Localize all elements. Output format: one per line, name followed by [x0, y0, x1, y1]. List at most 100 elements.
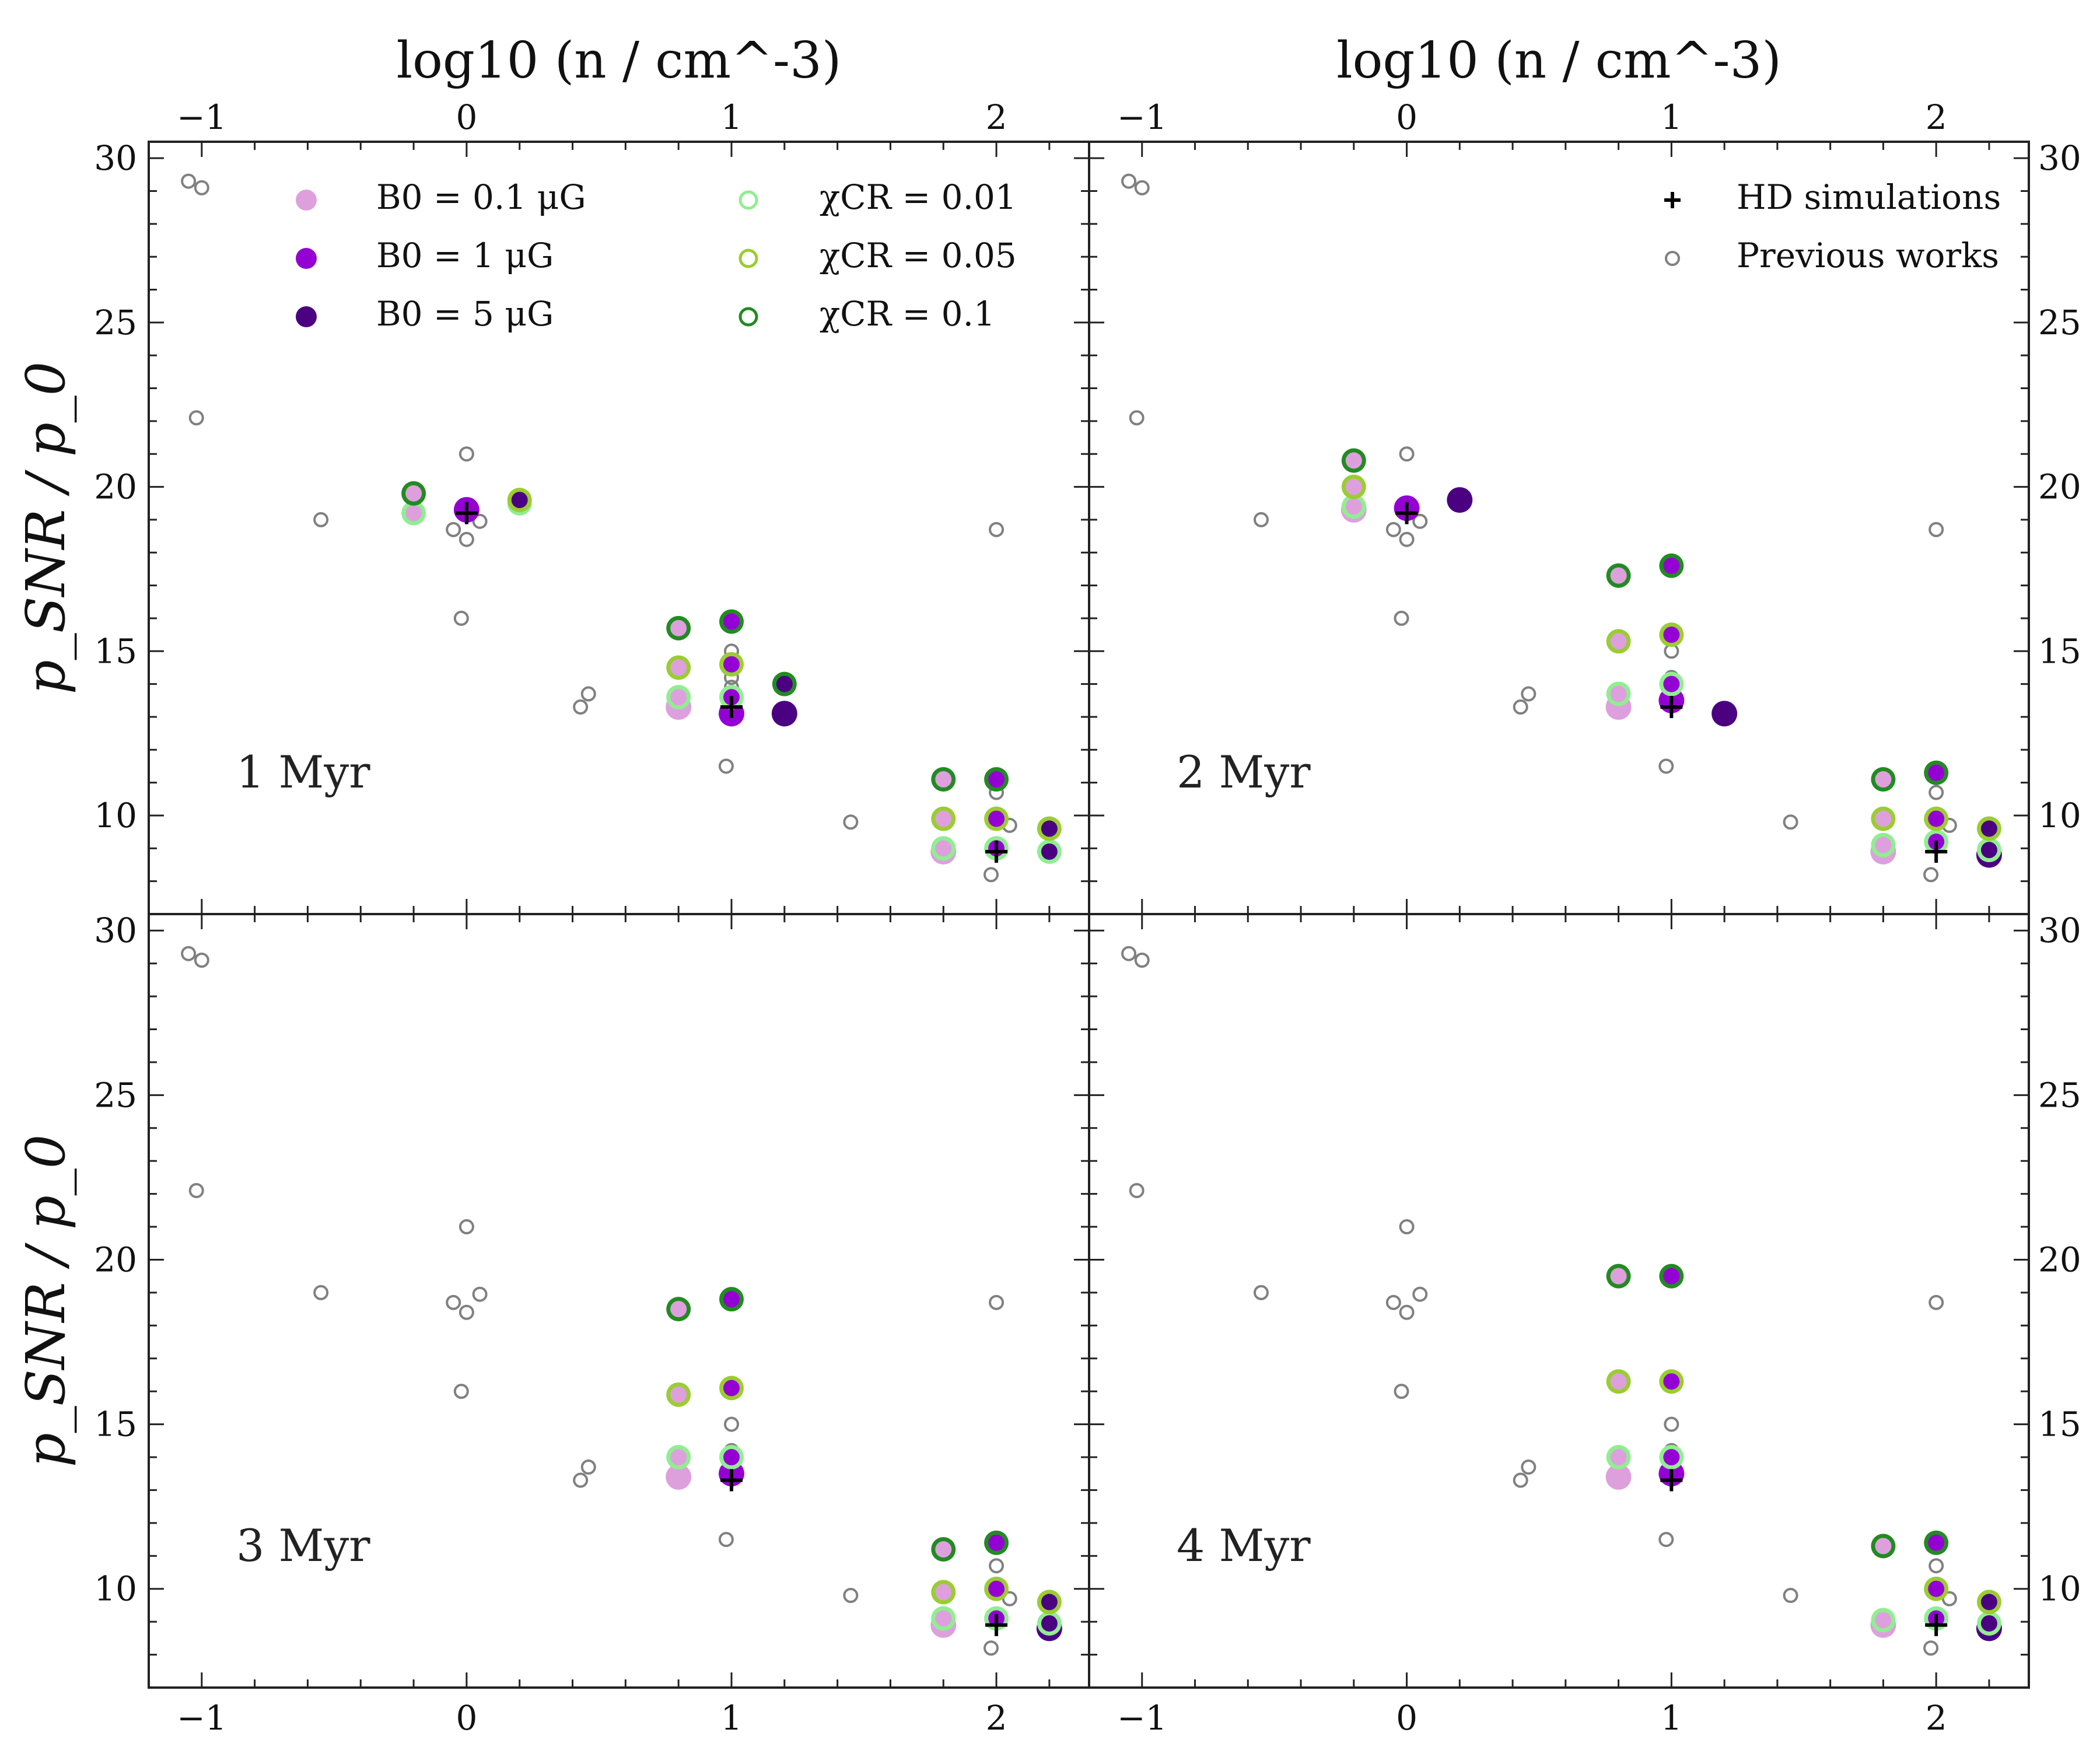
previous-work-point	[1664, 1416, 1679, 1432]
mhd-cr-point	[1041, 1594, 1058, 1611]
previous-work-point	[459, 446, 474, 462]
previous-work-point	[1521, 686, 1536, 702]
y-tick-label-right: 15	[2038, 631, 2081, 671]
mhd-cr-point	[935, 840, 952, 857]
previous-work-point	[573, 1472, 589, 1488]
legend-label: χCR = 0.1	[820, 294, 995, 334]
mhd-cr-point	[1663, 676, 1680, 692]
previous-work-point	[1783, 814, 1798, 830]
mhd-cr-point	[1610, 567, 1627, 584]
previous-work-point	[843, 1588, 859, 1604]
previous-work-point	[1134, 952, 1150, 968]
previous-work-point	[1521, 1459, 1536, 1475]
mhd-cr-point	[1663, 557, 1680, 574]
mhd-cr-point	[1663, 626, 1680, 643]
mhd-cr-point	[1928, 1534, 1945, 1551]
mhd-cr-point	[935, 771, 952, 788]
previous-work-point	[446, 522, 461, 537]
legend-hd-previous: HD simulations Previous works	[1664, 177, 2001, 275]
y-tick-label: 25	[94, 303, 137, 342]
previous-work-point	[989, 522, 1005, 537]
mhd-cr-point	[988, 771, 1005, 788]
previous-work-point	[194, 952, 209, 968]
previous-work-point	[313, 1284, 329, 1300]
previous-work-point	[459, 1219, 474, 1235]
mhd-cr-point	[670, 1386, 687, 1403]
x-tick-label: 2	[986, 1698, 1007, 1738]
mhd-cr-point	[723, 613, 740, 630]
top-x-tick-label: −1	[177, 97, 227, 137]
mhd-cr-point	[988, 1534, 1005, 1551]
previous-work-point	[1513, 1472, 1528, 1488]
mhd-cr-point	[1980, 842, 1997, 859]
y-tick-label: 30	[94, 911, 137, 950]
previous-work-point	[1121, 173, 1137, 189]
mhd-cr-point	[1610, 1449, 1627, 1466]
previous-work-point	[313, 512, 329, 527]
top-x-tick-label: −1	[1117, 97, 1167, 137]
previous-work-point	[723, 1416, 739, 1432]
panel-time-label: 4 Myr	[1177, 1520, 1311, 1572]
mhd-cr-point	[1610, 633, 1627, 650]
y-tick-label: 10	[94, 796, 137, 835]
mhd-point	[771, 701, 797, 727]
previous-work-point	[1929, 522, 1944, 537]
mhd-cr-point	[1928, 764, 1945, 781]
panel-time-label: 1 Myr	[236, 746, 370, 798]
mhd-cr-point	[511, 492, 528, 509]
legend-marker	[738, 307, 758, 327]
previous-work-point	[983, 1640, 999, 1656]
mhd-cr-point	[1980, 1594, 1997, 1611]
mhd-cr-point	[1041, 820, 1058, 837]
legend-label: B0 = 0.1 μG	[376, 177, 586, 217]
previous-work-point	[983, 867, 999, 883]
top-axis-title: log10 (n / cm^-3)	[397, 32, 842, 90]
previous-work-point	[989, 1558, 1005, 1574]
previous-work-point	[718, 1532, 734, 1548]
previous-work-point	[1412, 1286, 1428, 1302]
panel-1-myr: −1 0 1 2 10 15 20 25 30 log10 (n / cm^-3) p_SNR / …	[15, 32, 1090, 915]
top-x-tick-label: 2	[1926, 97, 1947, 137]
x-tick-label: 0	[456, 1698, 477, 1738]
mhd-cr-point	[670, 689, 687, 706]
y-tick-label: 15	[94, 1405, 137, 1444]
mhd-cr-point	[935, 1584, 952, 1601]
mhd-cr-point	[1663, 1268, 1680, 1284]
previous-work-point	[453, 1384, 469, 1399]
y-tick-label: 20	[94, 1240, 137, 1279]
previous-work-point	[1923, 1640, 1939, 1656]
mhd-cr-point	[1928, 1580, 1945, 1597]
panel-4-myr: −1 0 1 2 10 15 20 25 30 4 Myr	[1088, 911, 2081, 1738]
previous-work-point	[1929, 785, 1944, 800]
y-tick-label: 15	[94, 631, 137, 671]
previous-work-point	[472, 1286, 488, 1302]
panel-time-label: 3 Myr	[236, 1520, 370, 1572]
legend-marker	[296, 248, 317, 269]
legend-marker	[738, 190, 758, 210]
previous-work-point	[1394, 1384, 1409, 1399]
previous-work-point	[1399, 531, 1415, 547]
mhd-cr-point	[1980, 1615, 1997, 1632]
previous-work-point	[989, 1294, 1005, 1310]
y-tick-label-right: 15	[2038, 1405, 2081, 1444]
legend-marker	[738, 249, 758, 268]
mhd-cr-point	[1875, 771, 1892, 788]
top-x-tick-label: 0	[1396, 97, 1418, 137]
mhd-cr-point	[1345, 498, 1362, 515]
y-tick-label-right: 20	[2038, 1240, 2081, 1279]
mhd-cr-point	[1980, 820, 1997, 837]
mhd-cr-point	[935, 1610, 952, 1627]
previous-work-point	[1253, 1284, 1269, 1300]
legend-magnetic-cr: B0 = 0.1 μG B0 = 1 μG B0 = 5 μG χCR = 0.01 χ…	[296, 177, 1017, 334]
y-tick-label-right: 10	[2038, 796, 2081, 835]
panel-2-myr: −1 0 1 2 10 15 20 25 30 log10 (n / cm^-3) 2 Myr HD …	[1088, 32, 2081, 915]
mhd-cr-point	[1875, 810, 1892, 827]
mhd-cr-point	[1663, 1373, 1680, 1390]
legend-label: B0 = 1 μG	[376, 236, 554, 275]
legend-label: χCR = 0.05	[820, 236, 1017, 275]
top-x-tick-label: 0	[456, 97, 477, 137]
mhd-cr-point	[935, 810, 952, 827]
previous-work-point	[459, 1304, 474, 1320]
mhd-cr-point	[988, 810, 1005, 827]
